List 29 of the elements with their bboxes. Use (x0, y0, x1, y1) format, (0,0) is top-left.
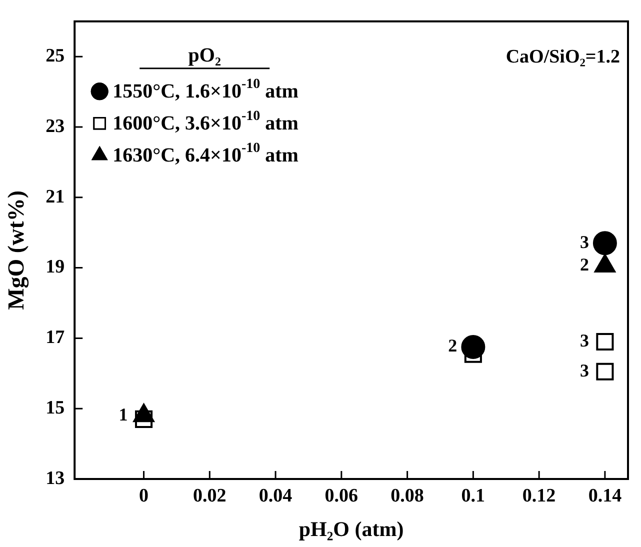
annotation: 3 (580, 360, 589, 380)
point (596, 362, 614, 380)
x-tick-label: 0.02 (193, 485, 226, 506)
x-tick-label: 0.12 (522, 485, 556, 506)
annotation: 2 (580, 254, 589, 275)
x-tick-label: 0.06 (324, 485, 358, 506)
y-tick-label: 13 (46, 468, 65, 489)
y-axis-title: MgO (wt%) (4, 190, 30, 310)
x-axis-title: pH₂O (atm) (298, 516, 404, 541)
legend-title: pO₂ (188, 44, 221, 67)
y-tick-label: 25 (46, 46, 65, 67)
x-tick-label: 0.08 (390, 485, 424, 506)
x-tick-label: 0.04 (258, 485, 293, 506)
y-tick-label: 17 (46, 327, 66, 348)
y-tick-label: 19 (46, 256, 65, 278)
y-tick-label: 15 (46, 398, 65, 419)
annotation: CaO/SiO₂=1.2 (506, 46, 620, 68)
point (592, 231, 617, 256)
y-tick-label: 23 (46, 116, 65, 137)
point (461, 335, 486, 359)
x-tick-label: 0.1 (461, 485, 486, 506)
annotation: 3 (580, 232, 589, 252)
annotation: 3 (580, 330, 589, 350)
x-tick-label: 0.14 (588, 485, 622, 506)
x-tick-label: 0 (139, 485, 149, 506)
annotation: 2 (448, 336, 458, 356)
y-tick-label: 21 (46, 186, 65, 208)
point (596, 332, 614, 350)
annotation: 1 (118, 404, 128, 424)
